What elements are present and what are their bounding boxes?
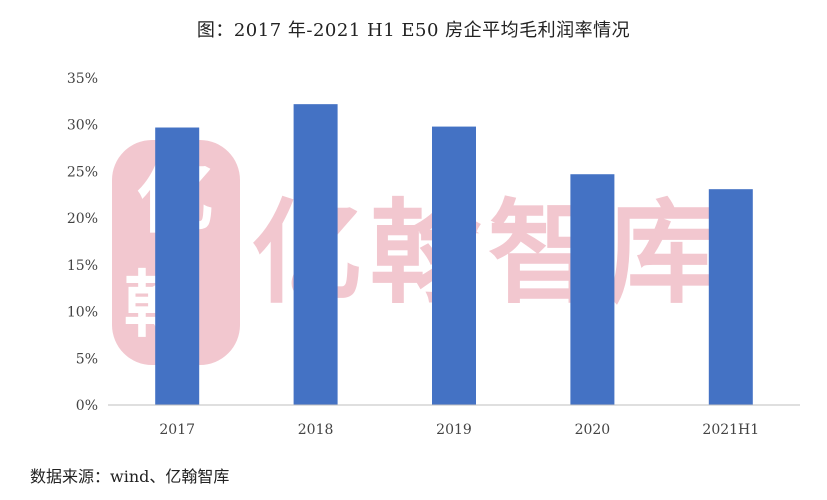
y-tick-label: 10% — [67, 305, 98, 321]
watermark: 亿 翰 亿翰智库 — [112, 140, 718, 365]
y-tick-label: 30% — [67, 118, 98, 134]
y-tick-label: 15% — [67, 258, 98, 274]
bars-group — [155, 104, 753, 405]
bar-2020 — [570, 174, 615, 405]
y-tick-label: 0% — [76, 398, 98, 414]
x-tick-label: 2017 — [159, 422, 195, 438]
x-tick-label: 2020 — [575, 422, 611, 438]
y-tick-label: 35% — [67, 71, 98, 87]
axes-group: 0% 5% 10% 15% 20% 25% 30% 35% 2017 2018 2019 2020 20… — [67, 71, 800, 438]
x-tick-label: 2018 — [298, 422, 334, 438]
y-tick-label: 25% — [67, 164, 98, 180]
y-tick-label: 20% — [67, 211, 98, 227]
bar-2021H1 — [708, 189, 753, 405]
chart-title: 图：2017 年-2021 H1 E50 房企平均毛利润率情况 — [196, 20, 631, 41]
y-tick-label: 5% — [76, 351, 98, 367]
bar-2017 — [155, 127, 200, 405]
bar-2018 — [293, 104, 338, 405]
x-tick-label: 2019 — [436, 422, 472, 438]
x-tick-label: 2021H1 — [702, 422, 759, 438]
source-note: 数据来源：wind、亿翰智库 — [30, 467, 230, 486]
bar-2019 — [432, 126, 476, 405]
